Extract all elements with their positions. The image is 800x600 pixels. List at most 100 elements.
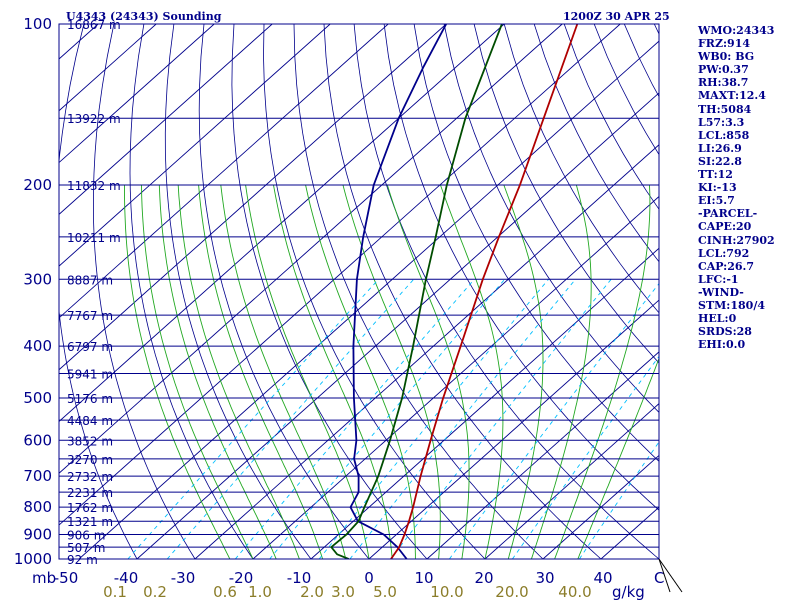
height-label: 11832 m — [67, 179, 121, 193]
moist-adiabat-line — [577, 357, 659, 559]
height-label: 3270 m — [67, 453, 113, 467]
pressure-tick-label: 700 — [23, 467, 52, 485]
index-entry: KI:-13 — [698, 181, 737, 195]
mixing-ratio-line — [318, 279, 549, 559]
height-label: 8887 m — [67, 273, 113, 287]
moist-adiabat-line — [141, 185, 254, 559]
temperature-tick-label: 0 — [364, 569, 374, 587]
index-entry: STM:180/4 — [698, 298, 765, 312]
height-label: 5176 m — [67, 392, 113, 406]
mixing-ratio-tick-label: 0.2 — [143, 583, 167, 600]
mixing-ratio-tick-label: 10.0 — [430, 583, 463, 600]
isotherm-line — [542, 454, 659, 559]
index-entry: EI:5.7 — [698, 194, 735, 208]
index-entry: LI:26.9 — [698, 141, 742, 155]
isotherm-line — [59, 24, 273, 215]
height-label: 507 m — [67, 541, 105, 555]
index-entry: CAPE:20 — [698, 220, 752, 234]
isotherm-line — [136, 92, 659, 559]
index-entry: LFC:-1 — [698, 272, 739, 286]
isotherm-line — [194, 144, 659, 559]
sounding-time: 1200Z 30 APR 25 — [563, 10, 670, 23]
dry-adiabat-line — [323, 24, 602, 559]
isotherm-line — [59, 24, 215, 164]
index-entry: L57:3.3 — [698, 115, 745, 129]
indices-panel: WMO:24343 FRZ:914 WB0: BG PW:0.37 RH:38.7 MAX… — [698, 24, 798, 351]
mixing-ratio-line — [127, 278, 379, 559]
dry-adiabat-line — [263, 24, 486, 559]
isotherm-line — [59, 24, 505, 423]
temperature-unit-label: C — [654, 569, 664, 587]
index-entry: WMO:24343 — [698, 24, 775, 37]
pressure-tick-label: 200 — [23, 176, 52, 194]
mixing-ratio-unit-label: g/kg — [612, 583, 645, 600]
moist-adiabat-line — [177, 185, 300, 559]
index-entry: RH:38.7 — [698, 76, 749, 90]
profile-line-profile_b — [330, 24, 503, 559]
isotherm-line — [59, 24, 447, 371]
pressure-tick-label: 300 — [23, 270, 52, 288]
mixing-ratio-tick-label: 5.0 — [373, 583, 397, 600]
pressure-tick-label: 800 — [23, 498, 52, 516]
temperature-tick-label: -50 — [54, 569, 79, 587]
height-label: 92 m — [67, 553, 98, 567]
isotherm-line — [426, 351, 659, 559]
temperature-tick-label: -20 — [229, 569, 254, 587]
index-entry: TH:5084 — [698, 102, 752, 116]
height-label: 6797 m — [67, 340, 113, 354]
mixing-ratio-tick-label: 2.0 — [300, 583, 324, 600]
moist-adiabat-line — [530, 184, 592, 559]
temperature-tick-label: 20 — [474, 569, 493, 587]
height-label: 4484 m — [67, 414, 113, 428]
mixing-ratio-tick-label: 3.0 — [331, 583, 355, 600]
height-label: 13922 m — [67, 112, 121, 126]
pressure-tick-label: 500 — [23, 389, 52, 407]
index-entry: LCL:858 — [698, 128, 750, 142]
index-entry: FRZ:914 — [698, 37, 751, 51]
mixing-ratio-line — [390, 279, 612, 559]
temperature-tick-label: -30 — [171, 569, 196, 587]
index-entry: SI:22.8 — [698, 154, 742, 168]
mixing-ratio-line — [449, 282, 659, 559]
pressure-unit-label: mb — [32, 569, 56, 587]
index-entry: EHI:0.0 — [698, 338, 746, 352]
moist-adiabat-line — [220, 185, 347, 559]
index-entry: HEL:0 — [698, 312, 737, 326]
mixing-ratio-tick-label: 0.1 — [103, 583, 127, 600]
isotherm-line — [252, 195, 659, 559]
mixing-ratio-line — [512, 355, 659, 559]
height-label: 7767 m — [67, 309, 113, 323]
index-entry: SRDS:28 — [698, 325, 752, 339]
isotherm-line — [59, 24, 331, 267]
temperature-tick-label: -10 — [287, 569, 312, 587]
profile-line-profile_a — [349, 24, 447, 559]
station-title: U4343 (24343) Sounding — [66, 10, 222, 23]
pressure-tick-label: 1000 — [14, 550, 52, 568]
background-grid — [59, 24, 659, 559]
pressure-tick-label: 900 — [23, 526, 52, 544]
index-entry: MAXT:12.4 — [698, 89, 766, 103]
profile-line-profile_c — [390, 24, 579, 559]
pressure-tick-label: 100 — [23, 15, 52, 33]
isotherm-line — [59, 24, 621, 526]
index-entry: -PARCEL- — [698, 207, 758, 221]
temperature-tick-label: -40 — [114, 569, 139, 587]
temperature-tick-label: 30 — [535, 569, 554, 587]
pressure-tick-label: 600 — [23, 431, 52, 449]
height-label: 906 m — [67, 529, 105, 543]
height-label: 3852 m — [67, 434, 113, 448]
sounding-profiles — [330, 24, 579, 559]
height-label: 5941 m — [67, 367, 113, 381]
index-entry: TT:12 — [698, 168, 733, 182]
height-label: 1762 m — [67, 501, 113, 515]
dry-adiabat-line — [293, 24, 544, 559]
isotherm-line — [484, 403, 659, 559]
wind-barb-staff — [658, 558, 683, 593]
pressure-tick-label: 400 — [23, 337, 52, 355]
dry-adiabat-line — [353, 24, 659, 559]
height-label: 2231 m — [67, 486, 113, 500]
isotherm-line — [59, 24, 389, 319]
dry-adiabat-line — [129, 24, 254, 559]
plot-frame — [58, 23, 660, 560]
